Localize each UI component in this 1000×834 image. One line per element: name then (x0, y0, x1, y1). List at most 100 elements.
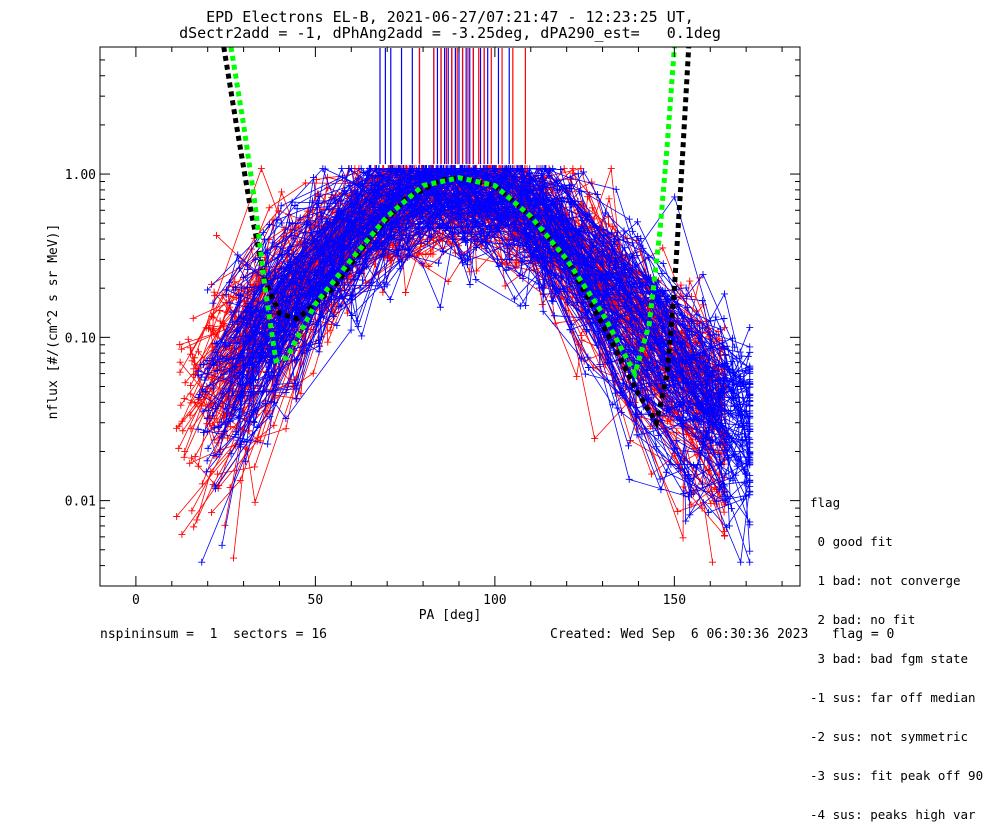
data-point (229, 554, 237, 562)
data-point (737, 411, 745, 419)
data-point (285, 219, 293, 227)
data-point (356, 284, 364, 292)
trace-line (207, 209, 742, 439)
data-point (186, 411, 194, 419)
x-tick-label: 0 (132, 593, 140, 608)
blue-trace (238, 165, 729, 519)
data-point (238, 408, 246, 416)
data-point (662, 407, 670, 415)
data-point (577, 354, 585, 362)
data-point (372, 244, 380, 252)
data-point (596, 361, 604, 369)
data-point (358, 332, 366, 340)
data-point (395, 187, 403, 195)
data-point (521, 238, 529, 246)
data-point (674, 507, 682, 515)
data-point (717, 325, 725, 333)
data-point (594, 191, 602, 199)
data-point (605, 195, 613, 203)
data-point (194, 462, 202, 470)
data-point (588, 204, 596, 212)
data-point (724, 500, 732, 508)
data-point (267, 398, 275, 406)
data-point (194, 348, 202, 356)
trace-line (199, 177, 745, 490)
data-point (682, 517, 690, 525)
data-point (581, 370, 589, 378)
data-point (612, 185, 620, 193)
data-point (656, 340, 664, 348)
data-point (390, 232, 398, 240)
data-point (266, 413, 274, 421)
trace-line (220, 170, 734, 423)
data-point (672, 429, 680, 437)
data-point (696, 322, 704, 330)
data-point (720, 361, 728, 369)
data-point (729, 476, 737, 484)
data-point (575, 291, 583, 299)
data-point (204, 286, 212, 294)
data-point (386, 224, 394, 232)
data-point (708, 558, 716, 566)
data-point (194, 393, 202, 401)
data-point (708, 407, 716, 415)
data-point (682, 284, 690, 292)
data-point (358, 209, 366, 217)
data-point (584, 353, 592, 361)
data-point (191, 453, 199, 461)
data-point (238, 283, 246, 291)
data-point (433, 193, 441, 201)
data-point (472, 276, 480, 284)
data-point (216, 306, 224, 314)
data-point (696, 446, 704, 454)
data-point (181, 379, 189, 387)
data-point (740, 479, 748, 487)
data-point (423, 237, 431, 245)
data-point (554, 186, 562, 194)
data-point (213, 231, 221, 239)
data-point (566, 198, 574, 206)
data-point (176, 358, 184, 366)
data-point (173, 512, 181, 520)
data-point (338, 165, 346, 173)
data-point (704, 509, 712, 517)
data-point (177, 345, 185, 353)
data-point (532, 194, 540, 202)
data-point (395, 192, 403, 200)
data-point (680, 407, 688, 415)
data-point (338, 292, 346, 300)
data-point (717, 440, 725, 448)
data-point (699, 271, 707, 279)
data-point (461, 228, 469, 236)
data-point (333, 321, 341, 329)
legend-item: -3 sus: fit peak off 90 (810, 768, 984, 783)
data-point (491, 231, 499, 239)
data-point (336, 214, 344, 222)
data-point (257, 165, 265, 173)
data-point (266, 342, 274, 350)
data-point (522, 302, 530, 310)
data-point (503, 244, 511, 252)
data-point (324, 338, 332, 346)
data-point (209, 299, 217, 307)
data-point (270, 421, 278, 429)
data-point (303, 207, 311, 215)
legend-item: 0 good fit (810, 534, 893, 549)
data-point (700, 435, 708, 443)
data-point (225, 367, 233, 375)
data-point (746, 461, 754, 469)
data-point (728, 358, 736, 366)
data-point (656, 315, 664, 323)
data-point (677, 420, 685, 428)
data-point (418, 260, 426, 268)
data-point (187, 425, 195, 433)
data-point (656, 386, 664, 394)
data-point (469, 202, 477, 210)
data-point (743, 470, 751, 478)
data-point (729, 380, 737, 388)
data-point (460, 251, 468, 259)
data-point (380, 278, 388, 286)
data-point (616, 275, 624, 283)
data-point (519, 274, 527, 282)
data-point (594, 268, 602, 276)
